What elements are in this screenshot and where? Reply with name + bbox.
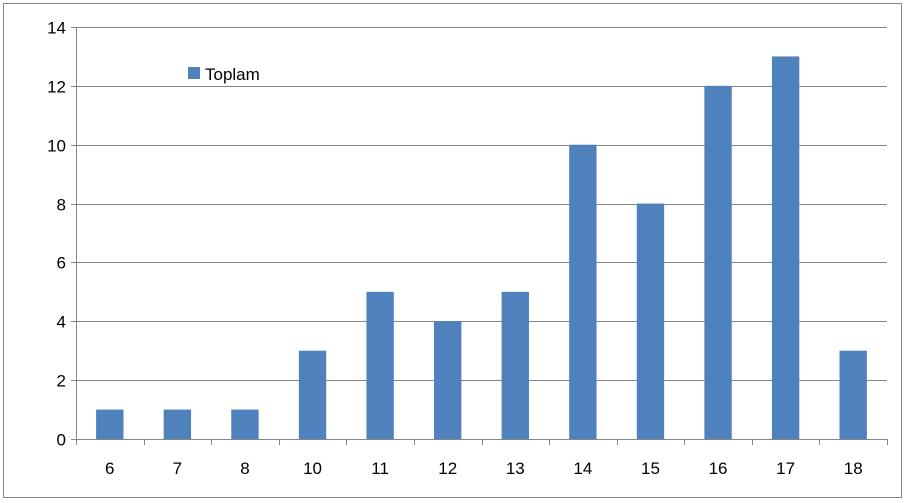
x-tick-label: 10	[303, 459, 322, 478]
bar	[96, 409, 124, 439]
legend: Toplam	[188, 65, 260, 84]
y-tick-label: 6	[57, 254, 66, 273]
y-tick-label: 12	[47, 78, 66, 97]
y-tick-label: 10	[47, 137, 66, 156]
legend-label: Toplam	[205, 65, 260, 84]
x-tick-label: 12	[438, 459, 457, 478]
bar	[163, 409, 192, 439]
gridlines	[76, 27, 887, 381]
bar	[434, 321, 462, 439]
tick-labels: 0 2 4 6 8 10 12 14 6 7 8 10 11 12 13 14 15 16 17 18	[47, 19, 863, 479]
bar	[366, 291, 394, 439]
bar	[569, 144, 597, 439]
x-tick-label: 6	[105, 459, 114, 478]
bar	[501, 291, 529, 439]
bar	[636, 203, 665, 439]
y-tick-label: 0	[57, 431, 66, 450]
bar	[771, 56, 800, 440]
x-tick-label: 15	[641, 459, 660, 478]
legend-swatch	[188, 67, 200, 79]
axes	[71, 27, 888, 445]
bar	[298, 350, 327, 439]
bar	[704, 85, 732, 440]
x-tick-label: 11	[371, 459, 389, 478]
x-tick-label: 8	[240, 459, 249, 478]
x-tick-label: 18	[844, 459, 863, 478]
x-tick-label: 13	[506, 459, 525, 478]
bar-series	[96, 56, 867, 440]
y-tick-label: 14	[47, 19, 66, 38]
bar	[839, 350, 867, 439]
x-tick-label: 16	[709, 459, 728, 478]
y-tick-label: 8	[57, 196, 66, 215]
y-tick-label: 2	[57, 372, 66, 391]
x-tick-label: 17	[776, 459, 795, 478]
bar	[231, 409, 259, 439]
y-tick-label: 4	[57, 313, 66, 332]
x-tick-label: 14	[573, 459, 592, 478]
x-tick-label: 7	[173, 459, 182, 478]
